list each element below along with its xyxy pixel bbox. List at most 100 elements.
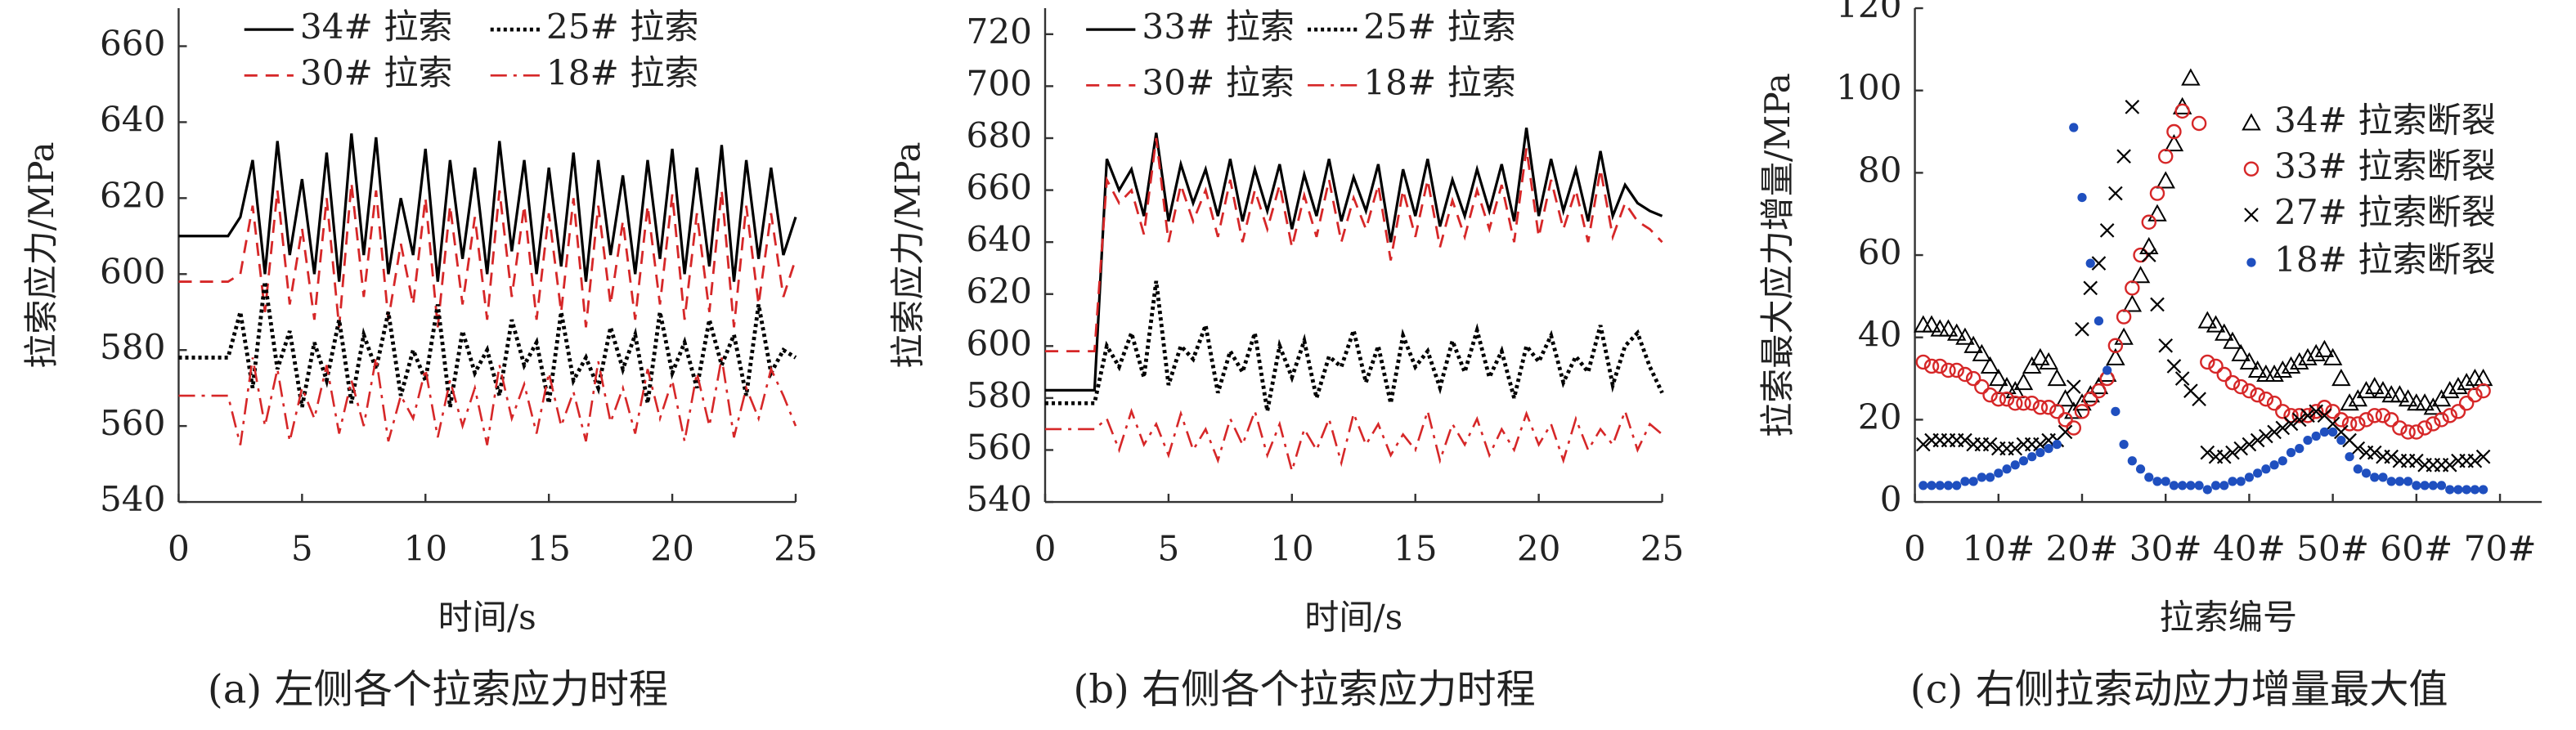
marker-x (2291, 412, 2307, 428)
marker-dot (2303, 435, 2313, 446)
marker-circle (2258, 391, 2274, 407)
x-tick-label: 20 (1517, 528, 1561, 568)
marker-dot (2135, 464, 2146, 474)
marker-circle (1923, 358, 1940, 374)
marker-circle (1974, 378, 1990, 395)
marker-triangle (1938, 319, 1959, 337)
marker-circle (2291, 408, 2307, 423)
marker-triangle (2106, 347, 2125, 365)
legend-label: 34# 拉索断裂 (2274, 101, 2496, 141)
y-tick-label: 540 (100, 479, 165, 519)
x-tick-label: 0 (1034, 528, 1057, 568)
marker-dot (2111, 406, 2120, 416)
legend-label: 18# 拉索 (1363, 62, 1516, 102)
marker-dot (2445, 485, 2455, 495)
marker-triangle (2122, 294, 2143, 312)
y-axis-label: 拉索最大应力增量/MPa (1757, 73, 1797, 437)
marker-circle (2216, 366, 2232, 383)
caption: (b) 右侧各个拉索应力时程 (1073, 666, 1535, 712)
marker-triangle (2247, 360, 2268, 378)
y-tick-label: 120 (1836, 0, 1901, 25)
marker-triangle (1955, 327, 1975, 345)
marker-dot (2378, 472, 2388, 482)
marker-triangle (2331, 368, 2351, 387)
y-tick-label: 100 (1836, 68, 1901, 108)
marker-x (2300, 408, 2315, 423)
marker-circle (1932, 358, 1948, 374)
x-tick-label: 25 (1640, 528, 1685, 568)
marker-circle (2275, 404, 2291, 419)
marker-dot (2353, 464, 2363, 474)
marker-circle (1949, 362, 1964, 378)
marker-x (2141, 248, 2156, 262)
marker-circle (2024, 396, 2040, 411)
marker-dot (2436, 481, 2447, 490)
marker-dot (2035, 448, 2045, 458)
legend-marker (2243, 161, 2260, 177)
marker-circle (2133, 247, 2148, 263)
marker-triangle (2055, 389, 2076, 407)
marker-circle (2383, 412, 2399, 428)
marker-circle (2233, 378, 2249, 395)
marker-triangle (2064, 401, 2084, 419)
y-tick-label: 560 (100, 403, 165, 443)
marker-x (2267, 424, 2282, 440)
marker-circle (2375, 408, 2391, 423)
marker-x (2192, 392, 2206, 407)
marker-circle (2200, 354, 2215, 370)
marker-triangle (2306, 343, 2326, 361)
x-tick-label: 60# (2380, 528, 2453, 568)
y-tick-label: 640 (100, 99, 165, 139)
marker-circle (2058, 412, 2073, 428)
marker-x (2158, 338, 2174, 353)
marker-triangle (2031, 347, 2050, 365)
y-tick-label: 20 (1858, 396, 1902, 437)
series-line (178, 281, 797, 408)
marker-triangle (2473, 368, 2493, 387)
marker-x (2066, 379, 2081, 394)
marker-triangle (2231, 343, 2251, 361)
marker-dot (2278, 456, 2287, 466)
marker-triangle (2314, 339, 2335, 357)
marker-triangle (2197, 311, 2218, 329)
marker-triangle (2039, 352, 2058, 369)
marker-circle (2049, 404, 2065, 419)
marker-triangle (1914, 315, 1933, 333)
marker-circle (2141, 214, 2156, 231)
marker-circle (2007, 396, 2023, 411)
x-axis-label: 时间/s (438, 598, 536, 638)
marker-triangle (2181, 68, 2201, 86)
marker-circle (2308, 404, 2324, 419)
marker-triangle (1963, 335, 1983, 353)
marker-triangle (2239, 352, 2260, 369)
marker-triangle (2322, 347, 2343, 365)
marker-x (2091, 256, 2107, 271)
marker-x (2242, 437, 2257, 452)
marker-dot (1994, 468, 2004, 478)
marker-dot (2085, 258, 2095, 268)
marker-dot (2044, 444, 2053, 454)
marker-triangle (2439, 381, 2460, 399)
marker-x (2200, 445, 2215, 460)
marker-x (2367, 445, 2382, 460)
legend-label: 18# 拉索断裂 (2274, 240, 2496, 280)
marker-circle (2408, 424, 2425, 440)
marker-triangle (2390, 385, 2410, 403)
marker-circle (2242, 383, 2257, 399)
marker-triangle (2215, 323, 2234, 341)
series-line (1045, 280, 1664, 412)
marker-triangle (2281, 356, 2301, 374)
marker-circle (2040, 400, 2057, 415)
marker-circle (2350, 416, 2366, 432)
y-tick-label: 680 (967, 115, 1032, 155)
marker-dot (2394, 477, 2405, 486)
marker-dot (2453, 485, 2463, 495)
marker-dot (2253, 468, 2263, 478)
series-line (178, 182, 797, 328)
marker-dot (2295, 444, 2304, 454)
marker-circle (2266, 396, 2282, 411)
marker-dot (2228, 477, 2237, 486)
caption: (c) 右侧拉索动应力增量最大值 (1910, 666, 2448, 712)
marker-dot (2186, 481, 2196, 490)
marker-circle (1941, 362, 1956, 378)
